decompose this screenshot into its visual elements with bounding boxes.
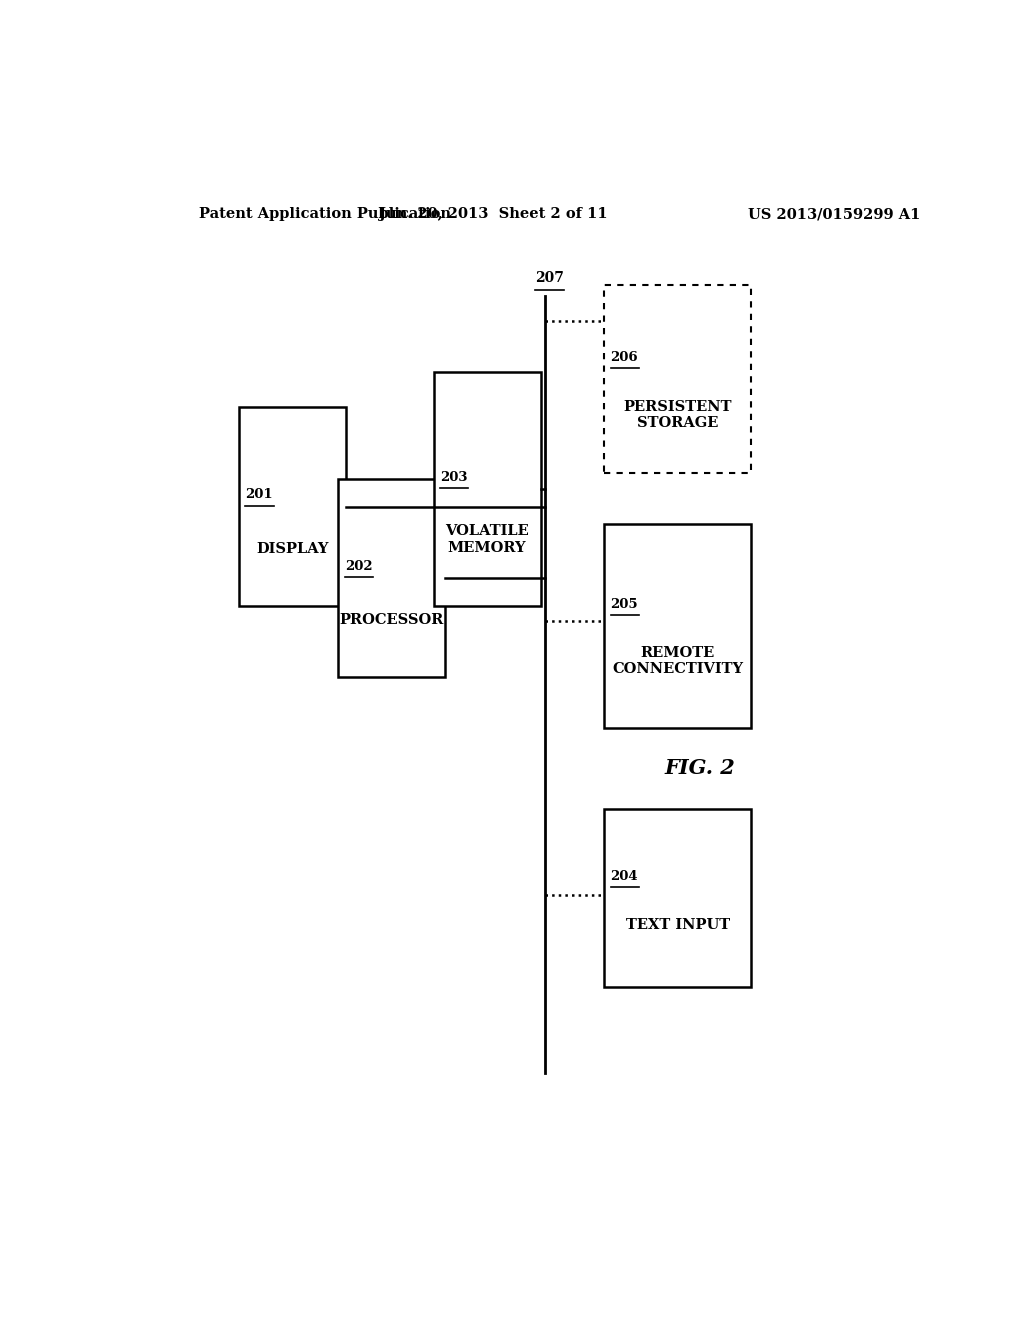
Text: 201: 201 <box>246 488 273 502</box>
Text: 205: 205 <box>610 598 638 611</box>
Bar <box>240 408 346 606</box>
Bar <box>604 285 751 474</box>
Text: FIG. 2: FIG. 2 <box>664 758 735 779</box>
Text: PERSISTENT
STORAGE: PERSISTENT STORAGE <box>624 400 732 430</box>
Text: DISPLAY: DISPLAY <box>256 543 329 556</box>
Bar <box>433 372 541 606</box>
Bar <box>604 809 751 987</box>
Text: US 2013/0159299 A1: US 2013/0159299 A1 <box>749 207 921 222</box>
Text: PROCESSOR: PROCESSOR <box>340 614 444 627</box>
Text: 204: 204 <box>610 870 638 883</box>
Text: Patent Application Publication: Patent Application Publication <box>200 207 452 222</box>
Text: 203: 203 <box>440 471 467 483</box>
Text: 202: 202 <box>345 560 373 573</box>
Text: TEXT INPUT: TEXT INPUT <box>626 919 730 932</box>
Text: 206: 206 <box>610 351 638 364</box>
Bar <box>338 479 445 677</box>
Text: REMOTE
CONNECTIVITY: REMOTE CONNECTIVITY <box>612 647 743 676</box>
Text: VOLATILE
MEMORY: VOLATILE MEMORY <box>445 524 529 554</box>
Text: Jun. 20, 2013  Sheet 2 of 11: Jun. 20, 2013 Sheet 2 of 11 <box>379 207 607 222</box>
Bar <box>604 524 751 727</box>
Text: 207: 207 <box>536 272 564 285</box>
